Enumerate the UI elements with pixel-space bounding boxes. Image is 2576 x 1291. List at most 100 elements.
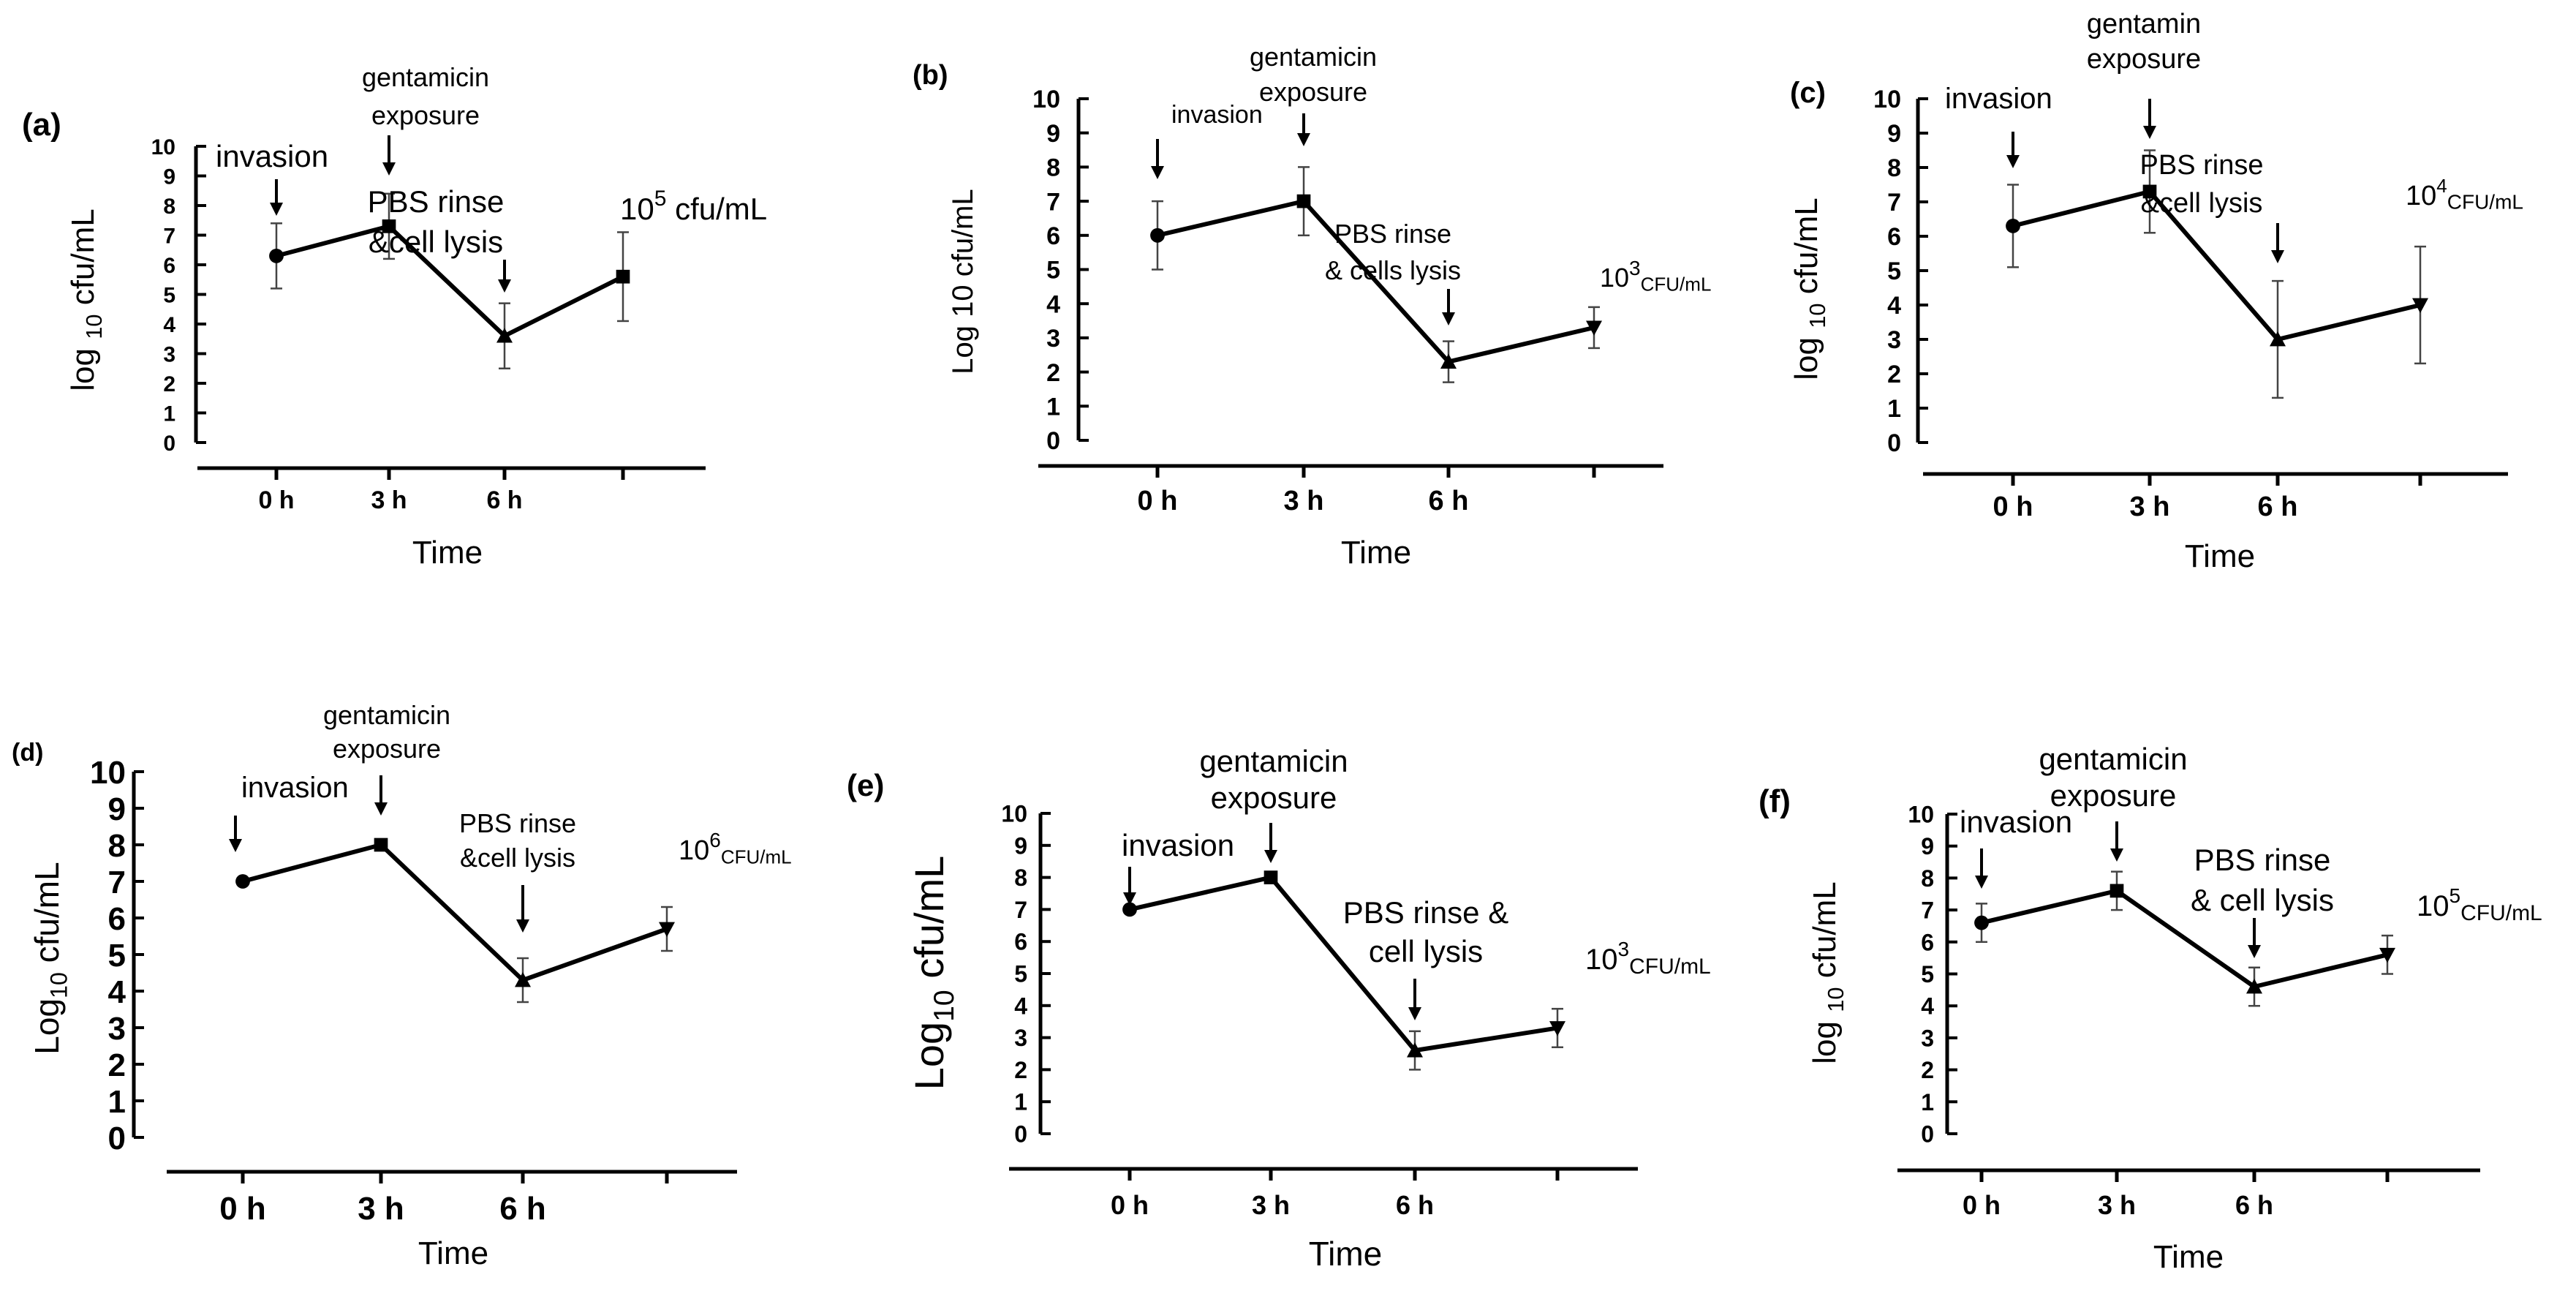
x-axis-label: Time xyxy=(412,535,483,571)
data-point xyxy=(1150,227,1165,243)
y-tick-label: 9 xyxy=(163,165,175,189)
data-point xyxy=(235,874,250,889)
x-axis-label: Time xyxy=(2153,1239,2224,1275)
data-point xyxy=(374,838,388,852)
y-tick-label: 4 xyxy=(1887,292,1901,320)
data-point xyxy=(1122,902,1137,917)
annotation-text: gentamicin xyxy=(323,700,450,730)
y-tick-label: 8 xyxy=(1887,154,1901,182)
y-tick-label: 9 xyxy=(1887,120,1901,148)
panel-e: (e) 0 1 2 3 4 5 6 7 8 9 10 0 h 3 h 6 h Time Log10 cfu/mL… xyxy=(847,744,1711,1273)
annotation-text: exposure xyxy=(1211,780,1337,815)
panel-label: (a) xyxy=(22,107,61,143)
y-tick-label: 2 xyxy=(1887,361,1901,388)
end-value-label: 104CFU/mL xyxy=(2406,175,2523,214)
y-tick-label: 4 xyxy=(1046,290,1060,318)
y-tick-label: 1 xyxy=(1887,395,1901,423)
panel-label: (d) xyxy=(12,739,43,767)
y-tick-label: 3 xyxy=(1921,1025,1934,1051)
y-tick-label: 8 xyxy=(163,195,175,219)
y-tick-label: 3 xyxy=(1046,325,1060,353)
annotation-arrow-head xyxy=(1297,133,1310,146)
x-tick-label: 6 h xyxy=(499,1191,546,1227)
panel-label: (b) xyxy=(913,60,948,91)
annotation-arrow-head xyxy=(2110,848,2123,862)
panel-label: (f) xyxy=(1759,783,1791,819)
data-point xyxy=(1440,353,1457,369)
y-tick-label: 0 xyxy=(1046,427,1060,455)
y-axis-label: Log10 cfu/mL xyxy=(906,856,960,1091)
annotation-text: gentamicin xyxy=(1199,744,1348,778)
annotation-text: cell lysis xyxy=(1369,934,1483,968)
panel-b: (b) 0 1 2 3 4 5 6 7 8 9 10 0 h 3 h 6 h Time Log 10 cfu/m… xyxy=(913,42,1711,571)
annotation-arrow-head xyxy=(229,839,242,852)
x-tick-label: 6 h xyxy=(2258,492,2298,522)
data-point xyxy=(2270,331,2286,347)
y-tick-label: 1 xyxy=(163,402,175,426)
x-tick-label: 6 h xyxy=(1396,1190,1434,1220)
y-tick-label: 2 xyxy=(163,372,175,396)
annotation-arrow-head xyxy=(2248,945,2261,958)
y-tick-label: 10 xyxy=(1908,802,1934,828)
y-tick-label: 2 xyxy=(1046,359,1060,387)
y-tick-label: 4 xyxy=(1014,993,1027,1019)
annotation-text: & cells lysis xyxy=(1325,255,1461,285)
x-tick-label: 6 h xyxy=(486,486,522,514)
annotation-text: invasion xyxy=(1122,828,1234,862)
data-point xyxy=(1549,1021,1565,1036)
y-tick-label: 7 xyxy=(1046,188,1060,216)
data-point xyxy=(515,972,531,987)
y-tick-label: 7 xyxy=(1014,897,1027,923)
annotation-text: invasion xyxy=(241,772,349,804)
y-tick-label: 5 xyxy=(1887,257,1901,285)
annotation-text: gentamicin xyxy=(362,62,489,92)
y-tick-label: 9 xyxy=(1921,833,1934,859)
annotation-arrow-head xyxy=(1123,892,1136,906)
annotation-text: &cell lysis xyxy=(460,843,575,873)
series-line xyxy=(276,224,624,339)
annotation-arrow-head xyxy=(1264,850,1277,863)
x-tick-label: 0 h xyxy=(1963,1190,2001,1220)
y-tick-label: 9 xyxy=(108,791,126,827)
y-tick-label: 8 xyxy=(1014,865,1027,891)
y-tick-label: 9 xyxy=(1046,120,1060,148)
x-axis-label: Time xyxy=(2185,538,2255,574)
y-tick-label: 1 xyxy=(1046,394,1060,421)
y-tick-label: 7 xyxy=(108,865,126,900)
data-point xyxy=(496,328,513,343)
y-tick-label: 2 xyxy=(1921,1057,1934,1083)
end-value-label: 106CFU/mL xyxy=(679,829,792,868)
annotation-text: PBS rinse xyxy=(2140,150,2264,181)
y-tick-label: 6 xyxy=(1921,929,1934,955)
annotation-arrow-head xyxy=(374,802,388,816)
panel-f: (f) 0 1 2 3 4 5 6 7 8 9 10 0 h 3 h 6 h Time log 10 cfu/m… xyxy=(1759,742,2542,1275)
annotation-text: exposure xyxy=(2050,778,2177,813)
annotation-text: & cell lysis xyxy=(2191,883,2334,917)
data-point xyxy=(616,269,630,284)
annotation-arrow-head xyxy=(382,162,396,176)
data-point xyxy=(659,922,675,937)
y-tick-label: 4 xyxy=(108,974,126,1010)
data-point xyxy=(269,248,284,263)
x-tick-label: 3 h xyxy=(2130,492,2170,522)
annotation-text: PBS rinse xyxy=(368,184,505,219)
y-tick-label: 5 xyxy=(1046,257,1060,285)
annotation-text: invasion xyxy=(1945,83,2052,115)
series-line xyxy=(1129,875,1558,1053)
y-tick-label: 8 xyxy=(1921,865,1934,892)
series-line xyxy=(1981,888,2388,989)
x-tick-label: 0 h xyxy=(219,1191,266,1227)
series-line xyxy=(2012,189,2421,342)
data-point xyxy=(1586,320,1602,336)
annotation-arrow-head xyxy=(2006,155,2020,168)
data-point xyxy=(2006,219,2020,233)
y-tick-label: 2 xyxy=(108,1047,126,1083)
y-axis-label: Log 10 cfu/mL xyxy=(947,189,979,374)
data-point xyxy=(2109,884,2124,898)
y-tick-label: 7 xyxy=(1921,897,1934,924)
x-tick-label: 3 h xyxy=(1252,1190,1290,1220)
